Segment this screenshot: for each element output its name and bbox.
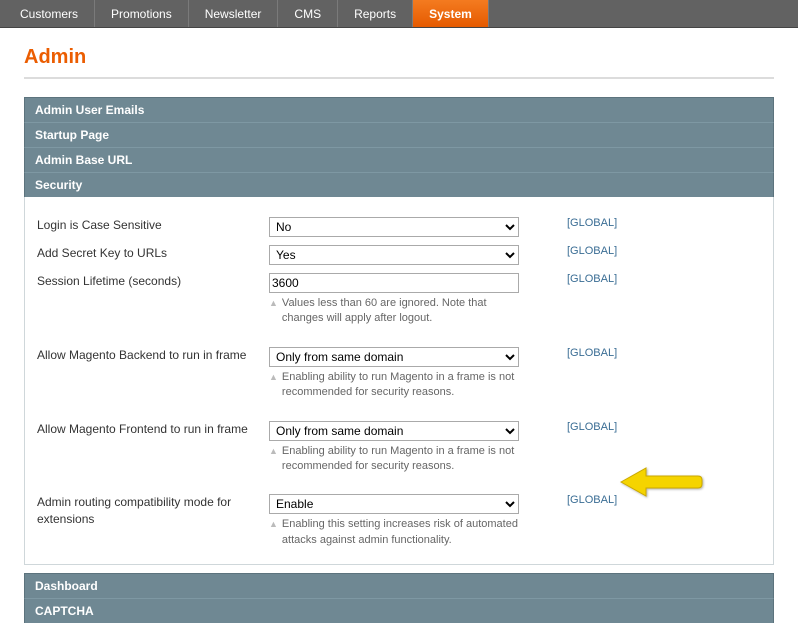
scope-session-lifetime: [GLOBAL] [529,273,649,285]
label-session-lifetime: Session Lifetime (seconds) [37,273,269,290]
row-frontend-frame: Allow Magento Frontend to run in frame O… [37,415,761,477]
scope-routing-compat: [GLOBAL] [529,494,649,506]
top-nav: Customers Promotions Newsletter CMS Repo… [0,0,798,28]
row-backend-frame: Allow Magento Backend to run in frame On… [37,341,761,403]
hint-session-lifetime: ▲ Values less than 60 are ignored. Note … [269,296,529,327]
row-session-lifetime: Session Lifetime (seconds) ▲ Values less… [37,267,761,329]
row-login-case: Login is Case Sensitive No [GLOBAL] [37,211,761,239]
nav-cms[interactable]: CMS [278,0,338,27]
nav-customers[interactable]: Customers [4,0,95,27]
label-backend-frame: Allow Magento Backend to run in frame [37,347,269,364]
section-admin-user-emails[interactable]: Admin User Emails [24,97,774,122]
select-login-case[interactable]: No [269,217,519,237]
nav-promotions[interactable]: Promotions [95,0,189,27]
row-secret-key: Add Secret Key to URLs Yes [GLOBAL] [37,239,761,267]
nav-reports[interactable]: Reports [338,0,413,27]
title-divider [24,77,774,79]
page-title: Admin [24,46,774,69]
scope-secret-key: [GLOBAL] [529,245,649,257]
label-secret-key: Add Secret Key to URLs [37,245,269,262]
hint-triangle-icon: ▲ [269,371,278,384]
scope-backend-frame: [GLOBAL] [529,347,649,359]
select-frontend-frame[interactable]: Only from same domain [269,421,519,441]
page-content: Admin Admin User Emails Startup Page Adm… [0,28,798,643]
select-backend-frame[interactable]: Only from same domain [269,347,519,367]
hint-triangle-icon: ▲ [269,445,278,458]
scope-login-case: [GLOBAL] [529,217,649,229]
hint-triangle-icon: ▲ [269,297,278,310]
section-security[interactable]: Security [24,172,774,197]
input-session-lifetime[interactable] [269,273,519,293]
section-dashboard[interactable]: Dashboard [24,573,774,598]
label-routing-compat: Admin routing compatibility mode for ext… [37,494,269,528]
select-routing-compat[interactable]: Enable [269,494,519,514]
section-captcha[interactable]: CAPTCHA [24,598,774,623]
section-admin-base-url[interactable]: Admin Base URL [24,147,774,172]
hint-backend-frame: ▲ Enabling ability to run Magento in a f… [269,370,529,401]
security-body: Login is Case Sensitive No [GLOBAL] Add … [24,197,774,565]
label-login-case: Login is Case Sensitive [37,217,269,234]
nav-newsletter[interactable]: Newsletter [189,0,279,27]
scope-frontend-frame: [GLOBAL] [529,421,649,433]
label-frontend-frame: Allow Magento Frontend to run in frame [37,421,269,438]
section-startup-page[interactable]: Startup Page [24,122,774,147]
row-routing-compat: Admin routing compatibility mode for ext… [37,488,761,550]
nav-system[interactable]: System [413,0,489,27]
select-secret-key[interactable]: Yes [269,245,519,265]
hint-frontend-frame: ▲ Enabling ability to run Magento in a f… [269,444,529,475]
hint-routing-compat: ▲ Enabling this setting increases risk o… [269,517,529,548]
hint-triangle-icon: ▲ [269,518,278,531]
